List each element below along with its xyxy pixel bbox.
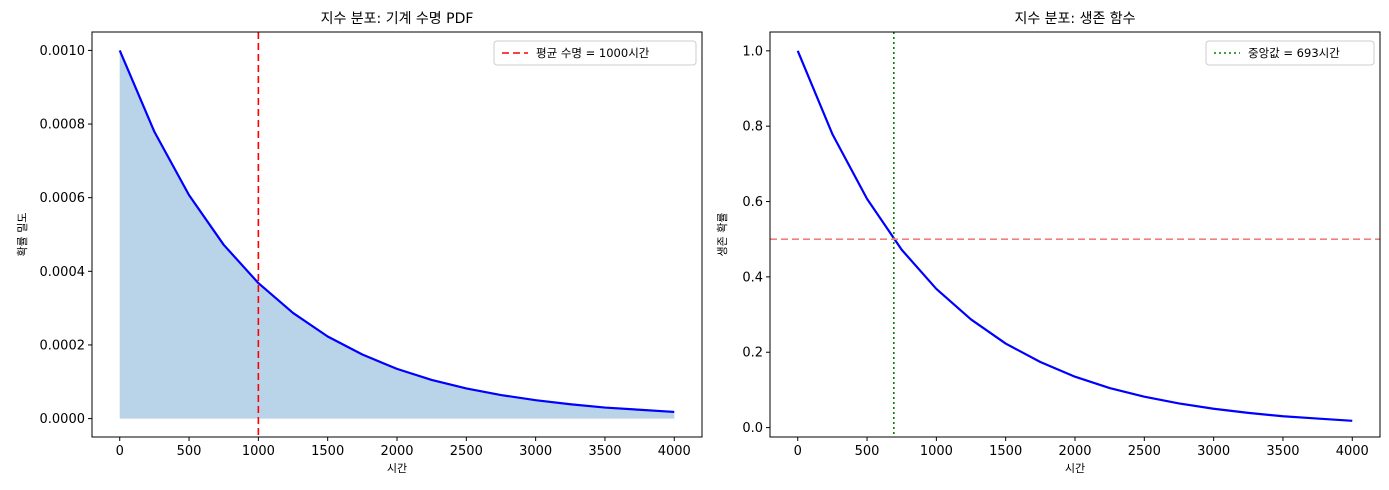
x-tick-label: 2500 <box>1128 444 1161 459</box>
x-tick-label: 4000 <box>1336 444 1369 459</box>
x-tick-label: 3500 <box>1266 444 1299 459</box>
y-tick-label: 0.0002 <box>40 338 86 353</box>
x-tick-label: 2000 <box>1058 444 1091 459</box>
x-tick-label: 1000 <box>920 444 953 459</box>
y-tick-label: 0.0000 <box>40 412 86 427</box>
y-tick-label: 1.0 <box>742 44 763 59</box>
x-tick-label: 0 <box>116 444 124 459</box>
x-tick-label: 2000 <box>380 444 413 459</box>
y-tick-label: 0.2 <box>742 346 763 361</box>
x-axis-label: 시간 <box>387 462 407 475</box>
y-tick-label: 0.0006 <box>40 191 86 206</box>
x-tick-label: 3000 <box>519 444 552 459</box>
x-tick-label: 1500 <box>989 444 1022 459</box>
legend-box <box>1205 40 1375 66</box>
y-axis-label: 생존 확률 <box>716 213 729 257</box>
x-tick-label: 500 <box>177 444 202 459</box>
legend-entry: 평균 수명 = 1000시간 <box>536 46 650 60</box>
x-axis-label: 시간 <box>1065 462 1085 475</box>
x-tick-label: 2500 <box>450 444 483 459</box>
x-tick-label: 0 <box>794 444 802 459</box>
y-axis-label: 확률 밀도 <box>16 213 29 257</box>
x-tick-label: 500 <box>855 444 880 459</box>
chart-title: 지수 분포: 생존 함수 <box>1014 11 1135 27</box>
y-tick-label: 0.0004 <box>40 265 86 280</box>
chart-panel-1: 0 500 1000 1500 2000 2500 3000 3500 4000 0.0000 0.… <box>16 11 703 475</box>
y-tick-label: 0.0 <box>742 421 763 436</box>
x-tick-label: 4000 <box>658 444 691 459</box>
legend-entry: 중앙값 = 693시간 <box>1248 46 1340 60</box>
legend: 평균 수명 = 1000시간 <box>493 40 697 66</box>
series-line-1 <box>118 49 675 414</box>
x-tick-label: 1500 <box>311 444 344 459</box>
y-tick-label: 0.0010 <box>40 44 86 59</box>
chart-title: 지수 분포: 기계 수명 PDF <box>321 11 474 27</box>
legend: 중앙값 = 693시간 <box>1205 40 1375 66</box>
y-tick-label: 0.8 <box>742 120 763 135</box>
x-tick-label: 3500 <box>588 444 621 459</box>
y-tick-label: 0.4 <box>742 270 763 285</box>
x-tick-label: 3000 <box>1197 444 1230 459</box>
y-tick-label: 0.0008 <box>40 118 86 133</box>
series-line-1 <box>796 50 1353 422</box>
area-fill-1 <box>119 50 675 419</box>
x-tick-label: 1000 <box>242 444 275 459</box>
y-tick-label: 0.6 <box>742 195 763 210</box>
chart-panel-2: 0 500 1000 1500 2000 2500 3000 3500 4000 0.0 0.2 0.… <box>716 11 1381 475</box>
legend-box <box>493 40 697 66</box>
